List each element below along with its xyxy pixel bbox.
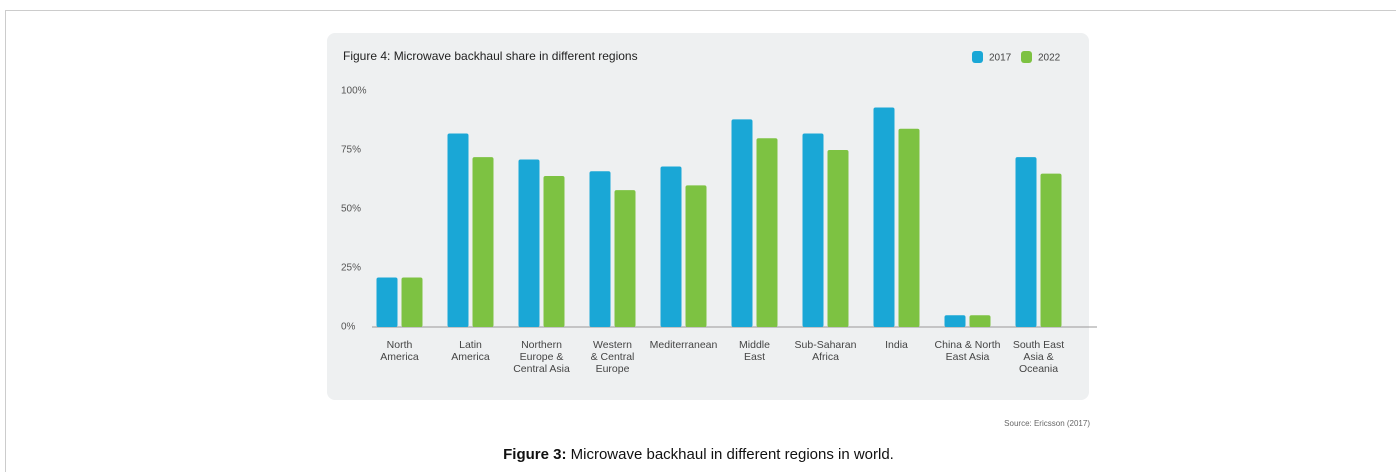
legend-swatch — [1021, 51, 1032, 63]
y-tick-label: 25% — [341, 263, 361, 274]
bar — [1040, 173, 1062, 327]
chart-title: Figure 4: Microwave backhaul share in di… — [343, 49, 638, 63]
bar — [756, 138, 778, 327]
legend-label: 2017 — [989, 53, 1012, 64]
legend-label: 2022 — [1038, 53, 1061, 64]
bar — [518, 159, 540, 327]
bar — [401, 277, 423, 327]
bar — [731, 119, 753, 327]
x-tick-label: Latin America — [451, 339, 490, 363]
bar — [827, 150, 849, 327]
x-tick-label: Northern Europe & Central Asia — [513, 339, 570, 375]
bar — [589, 171, 611, 327]
bar — [543, 175, 565, 327]
legend-swatch — [972, 51, 983, 63]
x-tick-label: North America — [380, 339, 419, 363]
frame — [5, 10, 1396, 472]
caption-label: Figure 3: — [503, 446, 567, 463]
source: Source: Ericsson (2017) — [1004, 419, 1090, 428]
x-tick-label: China & North East Asia — [934, 339, 1001, 363]
bar — [447, 133, 469, 327]
y-tick-label: 0% — [341, 322, 356, 333]
y-tick-label: 100% — [341, 86, 367, 97]
x-tick-label: South East Asia & Oceania — [1012, 339, 1065, 375]
caption-text: Microwave backhaul in different regions … — [566, 446, 894, 463]
x-tick-label: Mediterranean — [649, 339, 718, 351]
y-tick-label: 50% — [341, 204, 361, 215]
x-tick-label: Sub-Saharan Africa — [794, 339, 857, 363]
bar — [873, 107, 895, 328]
bar — [685, 185, 707, 327]
bar — [944, 315, 966, 327]
x-tick-label: Middle East — [739, 339, 770, 363]
bar — [660, 166, 682, 327]
x-tick-label: India — [885, 339, 908, 351]
bar — [969, 315, 991, 327]
bar — [802, 133, 824, 327]
bar — [1015, 157, 1037, 327]
caption: Figure 3: Microwave backhaul in differen… — [0, 446, 1397, 463]
y-tick-label: 75% — [341, 145, 361, 156]
bar — [472, 157, 494, 327]
bar — [898, 128, 920, 327]
x-tick-label: Western & Central Europe — [590, 339, 635, 375]
bar — [614, 190, 636, 327]
bar — [376, 277, 398, 327]
